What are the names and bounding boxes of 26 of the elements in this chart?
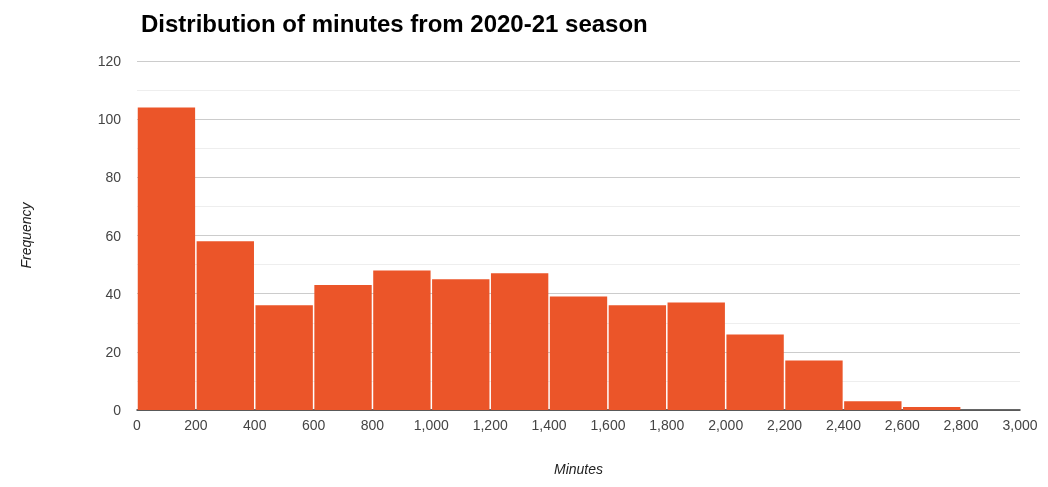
x-tick-label: 2,600 [884,417,920,433]
x-tick-label: 1,400 [531,417,567,433]
x-tick-label: 1,800 [649,417,685,433]
x-tick-label: 2,800 [943,417,979,433]
y-tick-label: 60 [105,227,122,244]
y-axis-title: Frequency [18,201,34,269]
y-tick-label: 0 [113,402,122,418]
x-tick-label: 2,000 [708,417,744,433]
x-tick-label: 2,400 [825,417,862,433]
y-tick-label: 20 [105,343,122,360]
x-axis-title: Minutes [553,461,604,477]
x-tick-label: 400 [243,417,267,433]
y-tick-label: 40 [105,285,122,302]
x-tick-label: 1,600 [590,417,626,433]
x-tick-label: 3,000 [1002,417,1038,433]
x-tick-label: 600 [301,417,326,433]
x-tick-label: 1,000 [413,417,450,433]
x-tick-label: 1,200 [472,417,508,433]
x-tick-label: 0 [133,417,142,433]
y-tick-label: 120 [97,53,122,69]
x-tick-label: 2,200 [767,417,803,433]
y-tick-label: 100 [97,111,122,128]
y-tick-label: 80 [105,169,122,186]
x-tick-label: 800 [360,417,385,433]
chart-title: Distribution of minutes from 2020-21 season [141,9,648,37]
x-tick-label: 200 [184,417,208,433]
